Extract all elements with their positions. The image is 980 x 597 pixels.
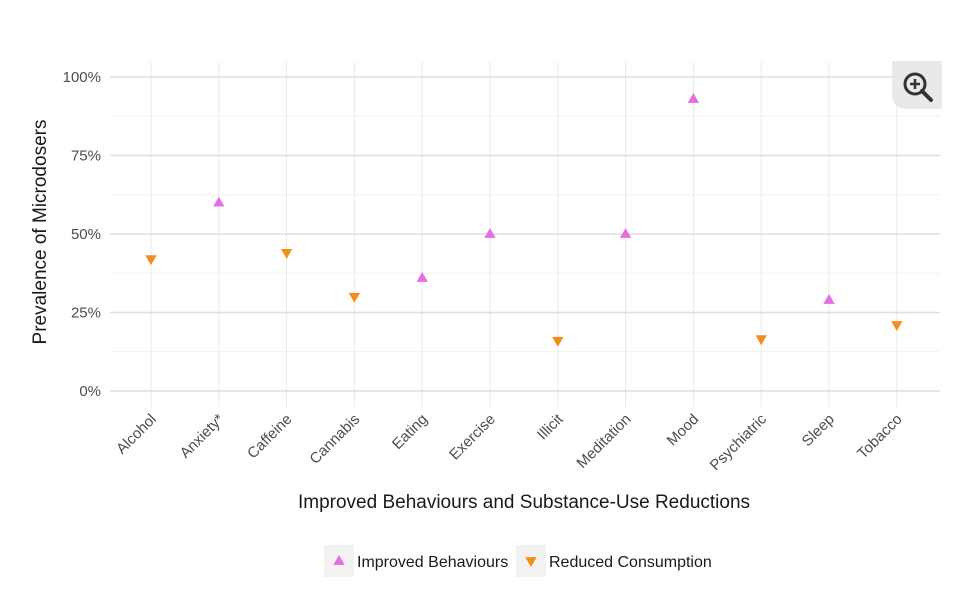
x-tick-label: Alcohol <box>113 411 160 458</box>
x-tick-label: Illicit <box>534 410 567 443</box>
legend-marker <box>525 557 537 567</box>
x-tick-label: Caffeine <box>244 411 295 462</box>
y-tick-label: 75% <box>71 148 101 165</box>
x-tick-label: Psychiatric <box>707 410 771 474</box>
x-tick-label: Sleep <box>799 411 838 450</box>
y-tick-labels: 0% 25% 50% 75% 100% <box>63 69 101 400</box>
reduced-point <box>552 336 564 347</box>
grid <box>110 62 940 407</box>
reduced-point <box>891 321 903 332</box>
zoom-in-icon <box>903 72 933 102</box>
y-tick-label: 50% <box>71 226 101 243</box>
legend-marker <box>333 555 345 565</box>
reduced-point <box>145 255 157 266</box>
reduced-point <box>755 335 767 346</box>
y-tick-label: 25% <box>71 305 101 322</box>
x-axis-title: Improved Behaviours and Substance-Use Re… <box>298 492 750 513</box>
reduced-point <box>348 292 361 303</box>
improved-point <box>416 271 428 282</box>
x-tick-label: Mood <box>664 411 703 450</box>
x-tick-label: Anxiety* <box>177 411 228 462</box>
x-tick-label: Meditation <box>573 411 634 472</box>
x-tick-label: Tobacco <box>854 411 906 463</box>
y-tick-label: 0% <box>79 383 101 400</box>
x-tick-labels: Alcohol Anxiety* Caffeine Cannabis Eating Exe… <box>113 410 906 474</box>
data-points <box>145 92 903 347</box>
improved-point <box>687 92 700 103</box>
legend-label: Improved Behaviours <box>357 554 508 571</box>
x-tick-label: Eating <box>389 411 431 453</box>
x-tick-label: Exercise <box>446 411 499 464</box>
legend: Improved Behaviours Reduced Consumption <box>324 545 712 577</box>
improved-point <box>619 228 632 238</box>
y-axis-title: Prevalence of Microdosers <box>30 120 51 345</box>
x-tick-label: Cannabis <box>306 411 363 468</box>
improved-point <box>484 228 496 238</box>
zoom-button[interactable] <box>892 61 942 109</box>
y-tick-label: 100% <box>63 69 101 86</box>
improved-point <box>823 293 835 304</box>
reduced-point <box>280 248 293 259</box>
improved-point <box>213 196 225 207</box>
legend-label: Reduced Consumption <box>549 554 712 571</box>
